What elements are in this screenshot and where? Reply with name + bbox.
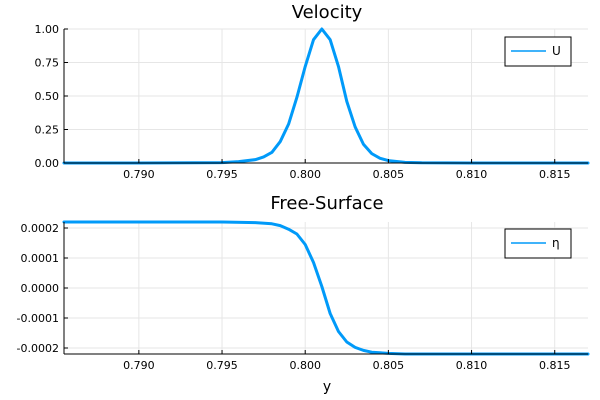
free-surface-ytick-label-0: -0.0002 bbox=[17, 342, 59, 355]
free-surface-xtick-label-0: 0.790 bbox=[123, 359, 155, 372]
free-surface-xlabel: y bbox=[323, 379, 331, 395]
velocity-ytick-label-2: 0.50 bbox=[35, 90, 60, 103]
velocity-ticks: 0.790 0.795 0.800 0.805 0.810 0.815 0.00 0.25 0.… bbox=[35, 23, 571, 181]
free-surface-xtick-label-2: 0.800 bbox=[289, 359, 321, 372]
free-surface-ytick-label-1: -0.0001 bbox=[17, 312, 59, 325]
free-surface-legend-label: η bbox=[552, 236, 560, 250]
free-surface-ytick-label-4: 0.0002 bbox=[21, 222, 60, 235]
velocity-ytick-label-3: 0.75 bbox=[35, 57, 60, 70]
free-surface-grid bbox=[64, 222, 588, 354]
free-surface-legend: η bbox=[504, 228, 572, 259]
velocity-xtick-label-0: 0.790 bbox=[123, 168, 155, 181]
velocity-xtick-label-4: 0.810 bbox=[456, 168, 488, 181]
free-surface-panel: Free-Surface 0.790 0.795 0.800 0.805 0.810 0.… bbox=[17, 193, 590, 395]
velocity-panel: Velocity 0.790 0.795 0.800 0.805 0.810 0.8150… bbox=[35, 2, 590, 181]
free-surface-ticks: 0.790 0.795 0.800 0.805 0.810 0.815 -0.0002 -0.… bbox=[17, 222, 571, 372]
free-surface-title: Free-Surface bbox=[270, 193, 383, 214]
velocity-xtick-label-1: 0.795 bbox=[206, 168, 238, 181]
free-surface-ytick-label-3: 0.0001 bbox=[21, 252, 60, 265]
free-surface-xtick-label-5: 0.815 bbox=[539, 359, 571, 372]
velocity-ytick-label-1: 0.25 bbox=[35, 124, 60, 137]
free-surface-ytick-label-2: 0.0000 bbox=[21, 282, 60, 295]
velocity-legend: U bbox=[504, 36, 572, 67]
free-surface-xtick-label-1: 0.795 bbox=[206, 359, 238, 372]
velocity-xtick-label-2: 0.800 bbox=[289, 168, 321, 181]
free-surface-xtick-label-4: 0.810 bbox=[456, 359, 488, 372]
free-surface-xtick-label-3: 0.805 bbox=[373, 359, 405, 372]
velocity-legend-label: U bbox=[552, 44, 561, 58]
velocity-xtick-label-5: 0.815 bbox=[539, 168, 571, 181]
velocity-xtick-label-3: 0.805 bbox=[373, 168, 405, 181]
velocity-ytick-label-0: 0.00 bbox=[35, 157, 60, 170]
velocity-title: Velocity bbox=[292, 2, 363, 23]
velocity-ytick-label-4: 1.00 bbox=[35, 23, 60, 36]
